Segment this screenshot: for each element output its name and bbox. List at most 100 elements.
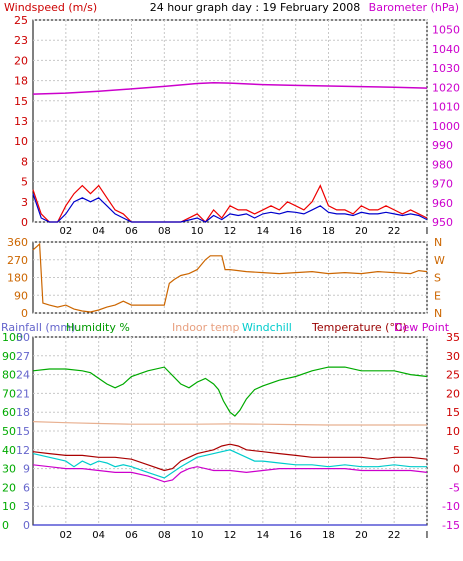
windspeed-tick-label: 25 (14, 14, 28, 27)
temperature-tick-label: 10 (446, 425, 460, 438)
humidity-tick-label: 90 (2, 350, 16, 363)
series-line-indoor-temp (32, 421, 427, 426)
temperature-tick-label: -15 (442, 519, 460, 532)
barometer-axis-label: Barometer (hPa) (369, 1, 459, 14)
direction-tick-label: 90 (14, 289, 28, 302)
x-tick-label-top: I (426, 226, 429, 237)
rainfall-tick-label: 3 (23, 500, 30, 513)
temperature-tick-label: 20 (446, 387, 460, 400)
x-tick-label-bottom: I (426, 530, 429, 541)
humidity-tick-label: 100 (2, 331, 23, 344)
temperature-tick-label: 15 (446, 406, 460, 419)
x-tick-label-top: 22 (388, 226, 401, 237)
rainfall-tick-label: 30 (16, 331, 30, 344)
series-line-wind-direction (32, 242, 428, 313)
humidity-tick-label: 30 (2, 463, 16, 476)
windspeed-tick-label: 20 (14, 54, 28, 67)
humidity-tick-label: 20 (2, 481, 16, 494)
compass-label: E (434, 289, 441, 302)
temperature-tick-label: 35 (446, 331, 460, 344)
rainfall-tick-label: 15 (16, 425, 30, 438)
temperature-tick-label: 0 (453, 463, 460, 476)
rainfall-tick-label: 12 (16, 444, 30, 457)
rainfall-tick-label: 9 (23, 463, 30, 476)
x-tick-label-top: 08 (158, 226, 171, 237)
compass-label: W (434, 254, 445, 267)
x-tick-label-top: 16 (289, 226, 302, 237)
windspeed-tick-label: 3 (21, 196, 28, 209)
direction-tick-label: 270 (7, 254, 28, 267)
x-tick-label-top: 10 (191, 226, 204, 237)
windspeed-axis-label: Windspeed (m/s) (4, 1, 97, 14)
x-tick-label-top: 20 (355, 226, 368, 237)
humidity-tick-label: 50 (2, 425, 16, 438)
x-tick-label-bottom: 20 (355, 530, 368, 541)
x-tick-label-bottom: 06 (125, 530, 138, 541)
barometer-tick-label: 950 (432, 216, 453, 229)
windspeed-tick-label: 23 (14, 34, 28, 47)
series-line-windchill (32, 449, 427, 479)
rainfall-tick-label: 0 (23, 519, 30, 532)
barometer-tick-label: 1030 (432, 62, 460, 75)
humidity-tick-label: 60 (2, 406, 16, 419)
barometer-tick-label: 990 (432, 139, 453, 152)
temperature-tick-label: 30 (446, 350, 460, 363)
compass-label: S (434, 272, 441, 285)
windspeed-tick-label: 5 (21, 176, 28, 189)
rainfall-tick-label: 18 (16, 406, 30, 419)
windspeed-tick-label: 8 (21, 155, 28, 168)
series-line-humidity- (32, 366, 428, 417)
humidity-tick-label: 70 (2, 387, 16, 400)
chart-title: 24 hour graph day : 19 February 2008 (150, 1, 361, 14)
x-tick-label-top: 12 (224, 226, 237, 237)
barometer-tick-label: 1010 (432, 101, 460, 114)
x-tick-label-bottom: 14 (256, 530, 269, 541)
indoor-temp-header: Indoor temp (172, 321, 239, 334)
rainfall-tick-label: 6 (23, 481, 30, 494)
temperature-tick-label: -5 (449, 481, 460, 494)
dewpoint-header: Dew Point (394, 321, 450, 334)
series-line-windspeed-gust (32, 184, 428, 223)
barometer-tick-label: 1040 (432, 43, 460, 56)
compass-label: N (434, 236, 442, 249)
x-tick-label-top: 14 (256, 226, 269, 237)
x-tick-label-bottom: 12 (224, 530, 237, 541)
series-line-dew-point (32, 464, 428, 483)
humidity-tick-label: 40 (2, 444, 16, 457)
barometer-tick-label: 980 (432, 158, 453, 171)
windspeed-tick-label: 0 (21, 216, 28, 229)
humidity-tick-label: 80 (2, 369, 16, 382)
x-tick-label-bottom: 02 (59, 530, 72, 541)
windspeed-tick-label: 18 (14, 75, 28, 88)
x-tick-label-bottom: 16 (289, 530, 302, 541)
humidity-tick-label: 10 (2, 500, 16, 513)
series-line-temperature-c- (32, 443, 428, 472)
temperature-tick-label: -10 (442, 500, 460, 513)
rainfall-tick-label: 24 (16, 369, 30, 382)
barometer-tick-label: 960 (432, 197, 453, 210)
windspeed-tick-label: 10 (14, 135, 28, 148)
rainfall-tick-label: 21 (16, 387, 30, 400)
series-line-windspeed-average (32, 193, 428, 223)
x-tick-label-bottom: 18 (322, 530, 335, 541)
direction-tick-label: 0 (21, 307, 28, 320)
barometer-tick-label: 970 (432, 178, 453, 191)
barometer-tick-label: 1000 (432, 120, 460, 133)
humidity-tick-label: 0 (2, 519, 9, 532)
windspeed-tick-label: 13 (14, 115, 28, 128)
x-tick-label-bottom: 04 (92, 530, 105, 541)
x-tick-label-top: 02 (59, 226, 72, 237)
temperature-tick-label: 25 (446, 369, 460, 382)
direction-tick-label: 180 (7, 272, 28, 285)
x-tick-label-bottom: 22 (388, 530, 401, 541)
windchill-header: Windchill (242, 321, 292, 334)
x-tick-label-top: 06 (125, 226, 138, 237)
x-tick-label-bottom: 08 (158, 530, 171, 541)
humidity-header: Humidity % (66, 321, 130, 334)
barometer-tick-label: 1050 (432, 24, 460, 37)
barometer-tick-label: 1020 (432, 81, 460, 94)
rainfall-tick-label: 27 (16, 350, 30, 363)
temperature-tick-label: 5 (453, 444, 460, 457)
windspeed-tick-label: 15 (14, 95, 28, 108)
